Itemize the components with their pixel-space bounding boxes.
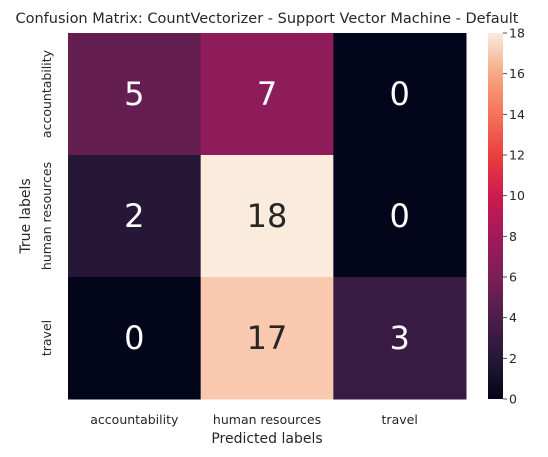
cell-value-label: 0 (124, 319, 144, 357)
y-tick-label: accountability (39, 49, 54, 138)
y-tick-label: human resources (39, 162, 54, 270)
y-tick-labels: accountability human resources travel (39, 49, 54, 356)
heatmap-cell (68, 155, 202, 278)
x-tick-label: accountability (90, 412, 179, 427)
cell-value-label: 3 (389, 319, 409, 357)
colorbar-ticks: 0 2 4 6 8 10 12 14 16 18 (503, 26, 525, 407)
y-tick-label: travel (39, 320, 54, 356)
colorbar-tick-label: 8 (509, 229, 517, 244)
cell-value-label: 7 (257, 75, 277, 113)
chart-title: Confusion Matrix: CountVectorizer - Supp… (16, 11, 519, 27)
heatmap-cell (333, 155, 467, 278)
heatmap-cell (200, 33, 334, 156)
cell-value-label: 17 (247, 319, 288, 357)
heatmap-cell (68, 277, 202, 400)
heatmap-cell (200, 277, 334, 400)
cell-value-label: 5 (124, 75, 144, 113)
colorbar-tick-label: 6 (509, 270, 517, 285)
cell-value-label: 18 (247, 197, 288, 235)
x-tick-label: human resources (213, 412, 321, 427)
colorbar-tick-label: 2 (509, 351, 517, 366)
cell-value-label: 0 (389, 197, 409, 235)
x-tick-labels: accountability human resources travel (90, 412, 418, 427)
x-tick-label: travel (382, 412, 418, 427)
colorbar-tick-label: 12 (509, 148, 525, 163)
colorbar-tick-label: 0 (509, 392, 517, 407)
heatmap-cell (68, 33, 202, 156)
heatmap-cell (200, 155, 334, 278)
colorbar-tick-label: 14 (509, 107, 525, 122)
x-axis-label: Predicted labels (211, 431, 322, 447)
cell-value-label: 0 (389, 75, 409, 113)
colorbar-tick-label: 10 (509, 188, 525, 203)
cell-value-label: 2 (124, 197, 144, 235)
colorbar-tick-label: 4 (509, 310, 517, 325)
heatmap-cells (68, 33, 467, 400)
heatmap-cell (333, 33, 467, 156)
y-axis-label: True labels (18, 178, 34, 254)
colorbar-tick-label: 16 (509, 66, 525, 81)
cell-value-labels: 5 7 0 2 18 0 0 17 3 (124, 75, 410, 357)
colorbar-tick-label: 18 (509, 26, 525, 41)
heatmap-cell (333, 277, 467, 400)
colorbar (488, 33, 503, 399)
